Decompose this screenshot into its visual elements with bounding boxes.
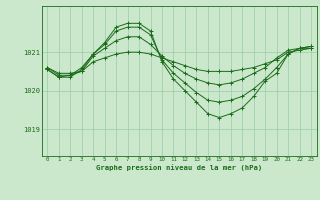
X-axis label: Graphe pression niveau de la mer (hPa): Graphe pression niveau de la mer (hPa): [96, 164, 262, 171]
